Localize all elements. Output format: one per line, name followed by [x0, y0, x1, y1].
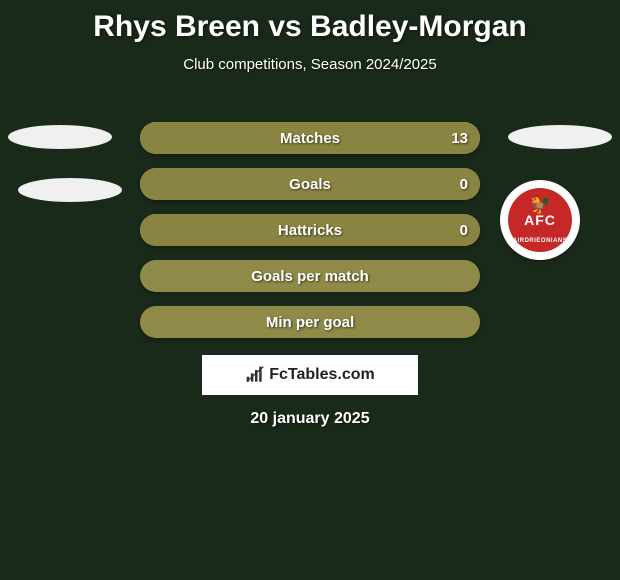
- stat-label: Hattricks: [140, 222, 480, 239]
- stat-bar-matches: Matches 13: [140, 122, 480, 154]
- stat-bar-min-per-goal: Min per goal: [140, 306, 480, 338]
- stats-container: Matches 13 Goals 0 Hattricks 0 Goals per…: [140, 122, 480, 352]
- player-left-avatar-2: [18, 178, 122, 202]
- stat-value-right: 0: [460, 222, 468, 239]
- player-right-avatar-1: [508, 125, 612, 149]
- watermark: FcTables.com: [202, 355, 418, 395]
- player-left-avatar-1: [8, 125, 112, 149]
- club-logo: 🐓 AFC AIRDRIEONIANS: [500, 180, 580, 260]
- stat-label: Goals: [140, 176, 480, 193]
- logo-banner: AIRDRIEONIANS: [513, 238, 568, 244]
- watermark-text: FcTables.com: [269, 366, 375, 384]
- stat-value-right: 13: [451, 130, 468, 147]
- stat-label: Goals per match: [140, 268, 480, 285]
- page-title: Rhys Breen vs Badley-Morgan: [0, 0, 620, 44]
- rooster-icon: 🐓: [529, 194, 551, 215]
- stat-bar-hattricks: Hattricks 0: [140, 214, 480, 246]
- stat-bar-goals: Goals 0: [140, 168, 480, 200]
- stat-label: Min per goal: [140, 314, 480, 331]
- stat-bar-goals-per-match: Goals per match: [140, 260, 480, 292]
- date-text: 20 january 2025: [0, 410, 620, 428]
- chart-bars-icon: [245, 365, 265, 385]
- subtitle: Club competitions, Season 2024/2025: [0, 56, 620, 73]
- stat-label: Matches: [140, 130, 480, 147]
- stat-value-right: 0: [460, 176, 468, 193]
